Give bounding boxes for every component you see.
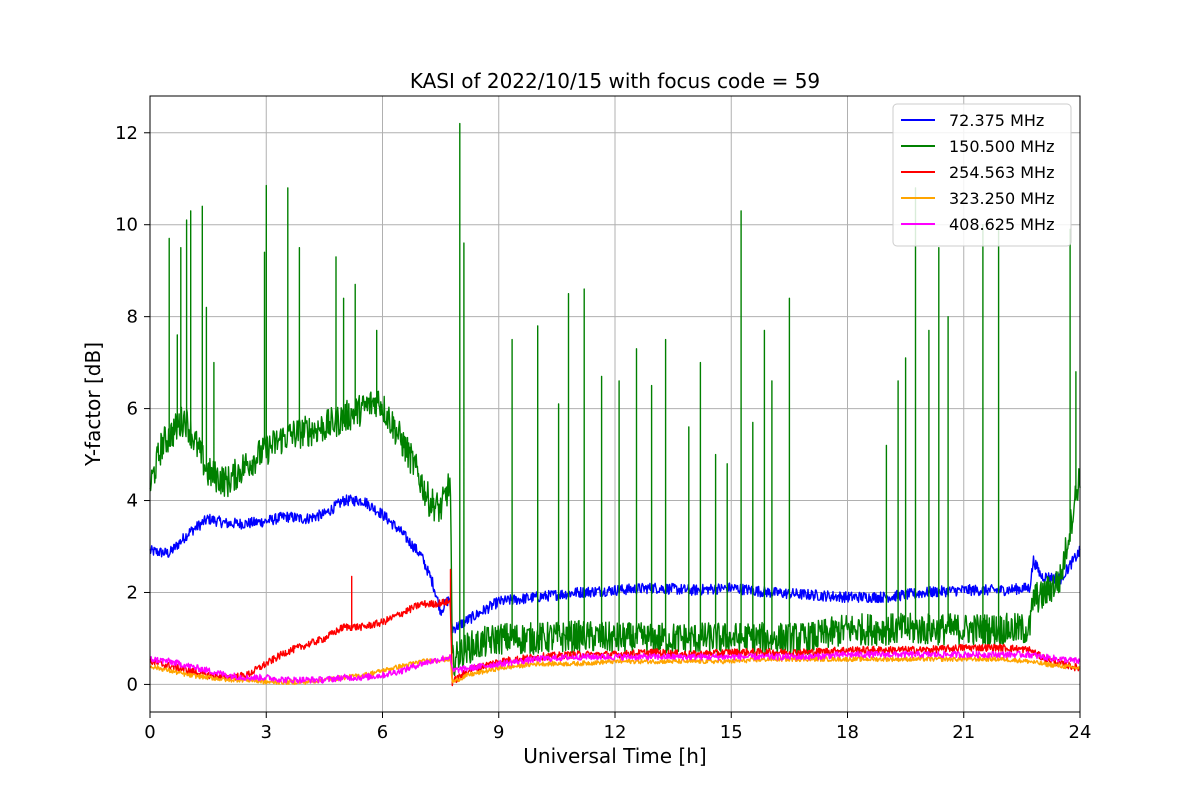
x-axis-label: Universal Time [h] [523, 744, 706, 768]
y-tick-label: 2 [127, 582, 138, 603]
y-tick-label: 10 [115, 215, 138, 236]
series-line-4 [149, 656, 1081, 686]
legend-label: 72.375 MHz [949, 111, 1044, 130]
x-tick-label: 15 [720, 722, 743, 743]
series-line-3 [149, 568, 1081, 687]
x-tick-label: 18 [836, 722, 859, 743]
legend-label: 150.500 MHz [949, 137, 1054, 156]
y-tick-label: 12 [115, 123, 138, 144]
x-tick-label: 6 [377, 722, 388, 743]
y-tick-label: 8 [127, 307, 138, 328]
legend-box [892, 103, 1072, 247]
legend: 72.375 MHz 150.500 MHz 254.563 MHz 323.250 … [892, 103, 1072, 247]
series-line-1 [149, 494, 1081, 634]
chart-title: KASI of 2022/10/15 with focus code = 59 [410, 69, 820, 93]
y-axis-label: Y-factor [dB] [81, 342, 105, 467]
series-line-5 [149, 650, 1081, 684]
y-tick-label: 6 [127, 399, 138, 420]
legend-label: 254.563 MHz [949, 163, 1054, 182]
x-tick-label: 21 [952, 722, 975, 743]
y-tick-label: 0 [127, 674, 138, 695]
x-tick-label: 24 [1069, 722, 1092, 743]
series-line-2 [149, 122, 1081, 676]
x-tick-label: 0 [144, 722, 155, 743]
x-tick-label: 9 [493, 722, 504, 743]
x-tick-label: 12 [604, 722, 627, 743]
legend-label: 408.625 MHz [949, 215, 1054, 234]
x-tick-label: 3 [261, 722, 272, 743]
y-tick-label: 4 [127, 491, 138, 512]
series-layer [149, 122, 1081, 687]
legend-label: 323.250 MHz [949, 189, 1054, 208]
